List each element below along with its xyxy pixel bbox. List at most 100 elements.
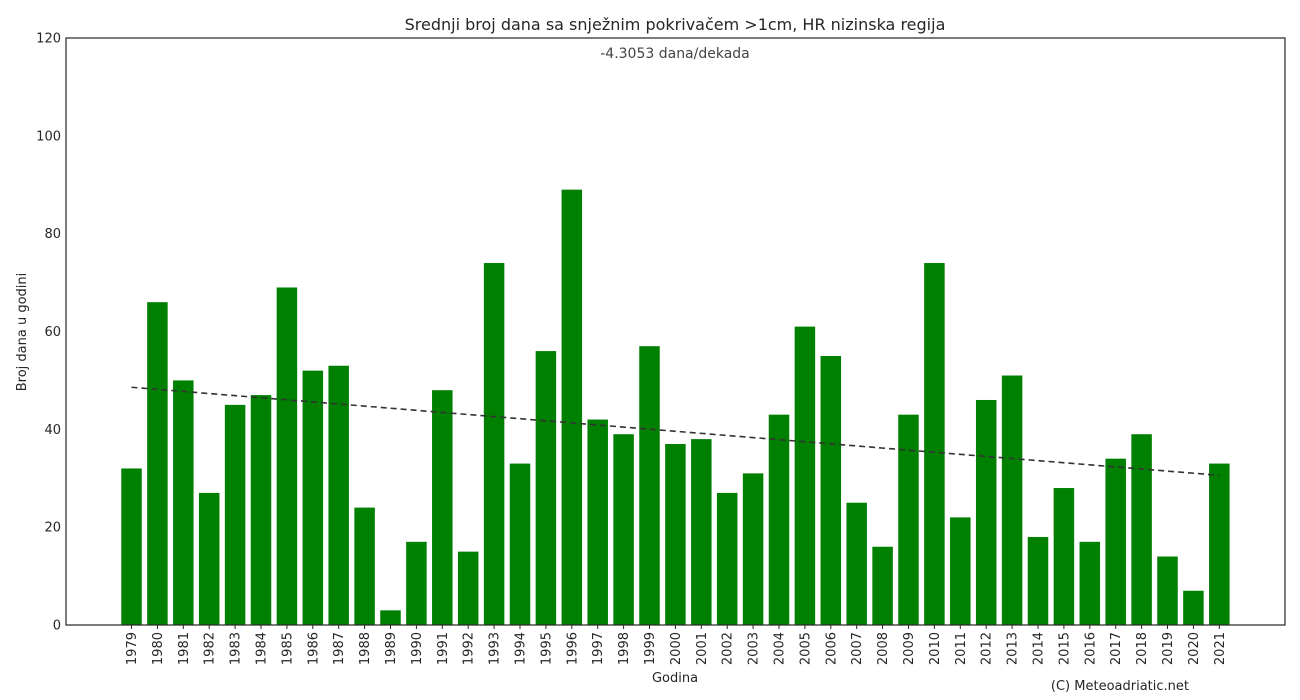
bar-1986 [302, 370, 324, 625]
bar-1980 [147, 302, 168, 625]
bar-1988 [354, 507, 375, 625]
x-tick-2005: 2005 [798, 632, 813, 665]
x-tick-1996: 1996 [565, 632, 580, 665]
bar-1992 [457, 551, 479, 626]
x-tick-2002: 2002 [721, 632, 736, 665]
x-axis-label: Godina [652, 671, 698, 686]
y-tick-0: 0 [53, 619, 61, 634]
bar-2016 [1079, 541, 1101, 625]
bar-1989 [380, 610, 401, 625]
bar-2000 [665, 444, 686, 625]
bar-2012 [975, 399, 997, 625]
bar-2005 [794, 326, 816, 625]
bar-2019 [1157, 556, 1178, 625]
bars-group [121, 189, 1230, 626]
x-tick-2015: 2015 [1057, 632, 1072, 665]
x-tick-2004: 2004 [773, 632, 788, 665]
bar-2014 [1027, 536, 1049, 625]
x-tick-2001: 2001 [695, 632, 710, 665]
x-tick-1994: 1994 [514, 632, 529, 665]
x-tick-1979: 1979 [125, 632, 140, 665]
credit-text: (C) Meteoadriatic.net [1051, 679, 1189, 694]
bar-1990 [406, 541, 427, 625]
x-tick-2016: 2016 [1083, 632, 1098, 665]
bar-2010 [924, 263, 945, 625]
chart-subtitle: -4.3053 dana/dekada [600, 46, 750, 62]
x-tick-1984: 1984 [255, 632, 270, 665]
x-tick-1988: 1988 [358, 632, 373, 665]
bar-1997 [587, 419, 608, 625]
y-tick-20: 20 [44, 521, 61, 536]
x-tick-1987: 1987 [332, 632, 347, 665]
bar-1984 [250, 395, 272, 625]
bar-1983 [224, 404, 246, 626]
bar-2015 [1053, 488, 1075, 625]
y-tick-60: 60 [44, 325, 61, 340]
x-tick-1995: 1995 [539, 632, 554, 665]
x-tick-1985: 1985 [280, 632, 295, 665]
y-axis-label: Broj dana u godini [15, 273, 30, 392]
bar-2011 [950, 517, 971, 625]
bar-2003 [742, 473, 764, 625]
x-tick-2009: 2009 [902, 632, 917, 665]
bar-2001 [691, 439, 712, 625]
chart-title: Srednji broj dana sa snježnim pokrivačem… [405, 15, 946, 34]
y-tick-40: 40 [44, 423, 61, 438]
x-tick-2003: 2003 [747, 632, 762, 665]
trendline [131, 386, 1220, 477]
bar-1981 [173, 380, 194, 625]
bar-1993 [483, 263, 505, 625]
x-tick-1980: 1980 [151, 632, 166, 665]
x-tick-1992: 1992 [462, 632, 477, 665]
x-tick-2021: 2021 [1213, 632, 1228, 665]
bar-1987 [328, 365, 349, 625]
y-tick-80: 80 [44, 227, 61, 242]
x-tick-2019: 2019 [1161, 632, 1176, 665]
bar-1999 [639, 346, 660, 625]
bar-2004 [768, 414, 790, 625]
x-tick-2020: 2020 [1187, 632, 1202, 665]
bar-2007 [846, 502, 867, 625]
bar-1985 [276, 287, 298, 625]
x-tick-1982: 1982 [203, 632, 218, 665]
x-tick-1993: 1993 [488, 632, 503, 665]
x-tick-1981: 1981 [177, 632, 192, 665]
x-tick-2008: 2008 [876, 632, 891, 665]
x-tick-2017: 2017 [1109, 632, 1124, 665]
x-tick-2013: 2013 [1006, 632, 1021, 665]
y-tick-120: 120 [36, 32, 61, 47]
bar-1996 [561, 189, 583, 625]
y-axis-ticks: 0 20 40 60 80 100 120 [36, 32, 61, 634]
bar-1979 [121, 468, 142, 625]
x-tick-2018: 2018 [1135, 632, 1150, 665]
bar-2018 [1131, 434, 1152, 625]
bar-2002 [716, 492, 738, 625]
x-tick-2000: 2000 [669, 632, 684, 665]
bar-2006 [820, 355, 842, 625]
x-tick-1983: 1983 [229, 632, 244, 665]
x-tick-2007: 2007 [850, 632, 865, 665]
x-tick-2012: 2012 [980, 632, 995, 665]
bar-2009 [898, 414, 919, 625]
bar-2021 [1209, 463, 1230, 625]
bar-1991 [432, 390, 453, 625]
x-tick-2011: 2011 [954, 632, 969, 665]
bar-2013 [1001, 375, 1023, 625]
x-tick-1999: 1999 [643, 632, 658, 665]
bar-1982 [198, 492, 220, 625]
bar-2017 [1105, 458, 1126, 625]
bar-1995 [535, 351, 557, 625]
x-tick-1997: 1997 [591, 632, 606, 665]
x-tick-1991: 1991 [436, 632, 451, 665]
x-tick-2006: 2006 [824, 632, 839, 665]
y-tick-100: 100 [36, 129, 61, 144]
x-tick-1990: 1990 [410, 632, 425, 665]
trendline-group [131, 386, 1220, 477]
x-tick-1989: 1989 [384, 632, 399, 665]
x-tick-2010: 2010 [928, 632, 943, 665]
bar-1998 [613, 434, 634, 625]
x-axis-ticks: 1979 1980 1981 1982 1983 1984 1985 1986 1987 1988… [125, 625, 1228, 665]
bar-1994 [509, 463, 531, 625]
bar-2020 [1183, 590, 1204, 625]
